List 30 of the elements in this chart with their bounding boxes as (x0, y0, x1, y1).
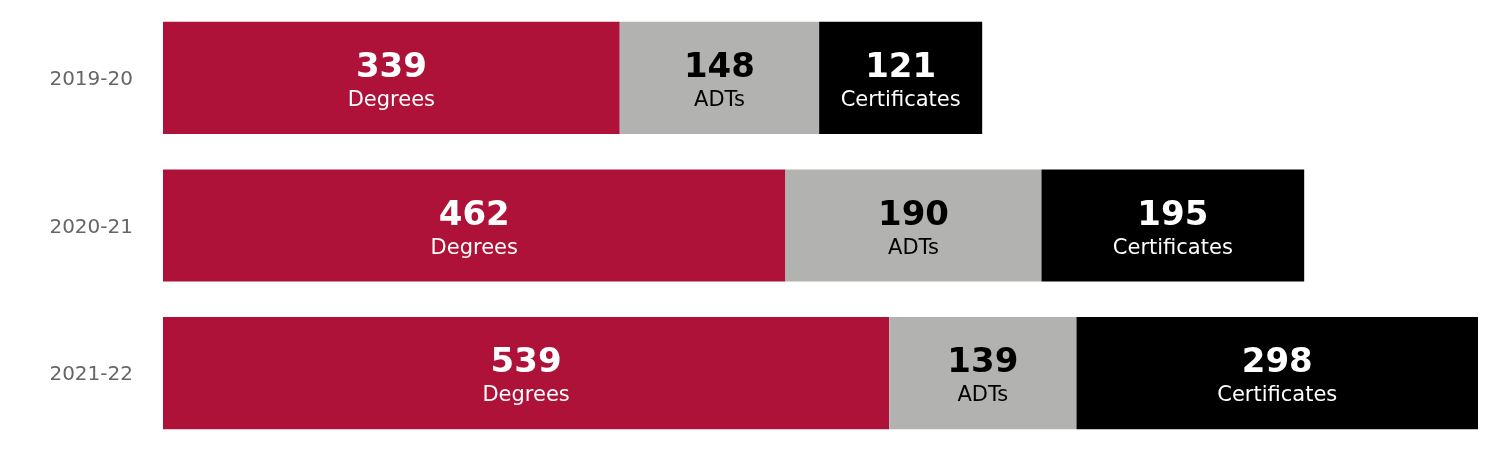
bar (619, 21, 820, 134)
data-label: 298 (1241, 340, 1313, 381)
bar (889, 317, 1077, 430)
y-tick-label: 2019-20 (49, 65, 133, 90)
data-label: 539 (490, 340, 562, 381)
bar (1041, 169, 1305, 282)
text: Certificates (1217, 382, 1338, 407)
text: Degrees (430, 234, 518, 259)
y-tick-label: 2020-21 (49, 213, 133, 238)
bar (1076, 317, 1478, 430)
data-label: 139 (947, 340, 1019, 381)
data-label: 121 (865, 44, 937, 85)
data-label: 148 (683, 44, 755, 85)
text: ADTs (888, 234, 939, 259)
series-label: Certificates (840, 86, 961, 111)
series-label: ADTs (957, 382, 1009, 407)
data-label: 190 (877, 192, 949, 233)
text: ADTs (694, 86, 745, 111)
text: Certificates (1112, 234, 1233, 259)
text: Degrees (347, 86, 436, 111)
data-label: 462 (438, 192, 510, 233)
data-label: 339 (355, 44, 427, 85)
series-label: Degrees (482, 382, 570, 407)
y-tick-label: 2021-22 (49, 361, 133, 386)
bar (163, 21, 620, 134)
bar (163, 317, 890, 430)
bar (163, 169, 786, 282)
data-label: 195 (1137, 192, 1209, 233)
bar (819, 21, 983, 134)
bar (785, 169, 1042, 282)
